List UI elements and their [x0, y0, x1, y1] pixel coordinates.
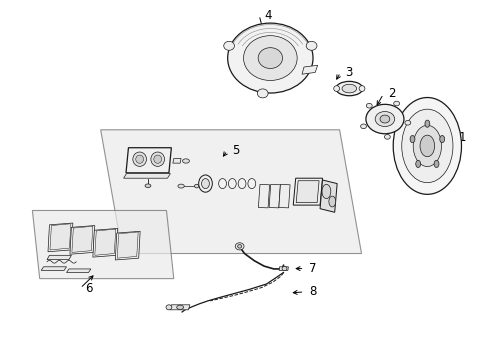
Ellipse shape: [360, 124, 366, 129]
Ellipse shape: [409, 135, 414, 143]
Polygon shape: [296, 181, 319, 203]
Ellipse shape: [392, 98, 461, 194]
Ellipse shape: [366, 103, 371, 108]
Ellipse shape: [335, 81, 362, 96]
Text: 7: 7: [309, 262, 316, 275]
Ellipse shape: [365, 104, 403, 134]
Ellipse shape: [374, 112, 394, 127]
Ellipse shape: [358, 86, 364, 91]
Polygon shape: [268, 184, 280, 208]
Polygon shape: [293, 178, 322, 205]
Polygon shape: [47, 255, 71, 260]
Polygon shape: [70, 226, 95, 254]
Ellipse shape: [165, 305, 171, 310]
Polygon shape: [117, 232, 138, 258]
Ellipse shape: [322, 184, 330, 199]
Ellipse shape: [201, 179, 209, 189]
Polygon shape: [48, 223, 73, 252]
Ellipse shape: [194, 184, 199, 188]
Polygon shape: [278, 184, 289, 208]
Polygon shape: [50, 224, 71, 250]
Ellipse shape: [379, 115, 389, 123]
Ellipse shape: [401, 109, 452, 183]
Polygon shape: [169, 305, 189, 310]
Polygon shape: [32, 211, 173, 279]
Ellipse shape: [182, 159, 189, 163]
Polygon shape: [302, 65, 317, 74]
Ellipse shape: [247, 179, 255, 189]
Ellipse shape: [341, 84, 356, 93]
Ellipse shape: [243, 36, 297, 81]
Ellipse shape: [133, 152, 146, 166]
Polygon shape: [320, 180, 336, 212]
Polygon shape: [172, 158, 181, 163]
Ellipse shape: [439, 135, 444, 143]
Polygon shape: [279, 267, 288, 270]
Ellipse shape: [198, 175, 212, 192]
Ellipse shape: [258, 48, 282, 68]
Ellipse shape: [237, 244, 241, 248]
Ellipse shape: [419, 135, 434, 157]
Polygon shape: [101, 130, 361, 253]
Polygon shape: [115, 231, 140, 260]
Ellipse shape: [424, 120, 429, 127]
Ellipse shape: [415, 160, 420, 167]
Polygon shape: [41, 267, 66, 270]
Ellipse shape: [178, 184, 184, 188]
Ellipse shape: [257, 89, 267, 98]
Polygon shape: [93, 228, 118, 257]
Ellipse shape: [412, 125, 441, 167]
Polygon shape: [123, 174, 170, 178]
Polygon shape: [95, 229, 116, 255]
Polygon shape: [258, 184, 269, 208]
Ellipse shape: [227, 23, 312, 93]
Ellipse shape: [238, 179, 245, 189]
Text: 6: 6: [85, 282, 92, 295]
Ellipse shape: [433, 160, 438, 167]
Text: 8: 8: [309, 285, 316, 298]
Ellipse shape: [136, 155, 143, 163]
Polygon shape: [126, 148, 171, 173]
Ellipse shape: [154, 155, 161, 163]
Ellipse shape: [384, 135, 389, 139]
Ellipse shape: [176, 305, 183, 310]
Ellipse shape: [328, 196, 335, 207]
Text: 4: 4: [264, 9, 271, 22]
Text: 1: 1: [458, 131, 466, 144]
Polygon shape: [72, 226, 93, 252]
Ellipse shape: [218, 179, 226, 189]
Ellipse shape: [224, 41, 234, 50]
Polygon shape: [66, 269, 91, 273]
Text: 2: 2: [387, 87, 395, 100]
Ellipse shape: [145, 184, 151, 188]
Ellipse shape: [235, 243, 244, 250]
Ellipse shape: [305, 41, 316, 50]
Ellipse shape: [333, 86, 339, 91]
Ellipse shape: [404, 121, 410, 125]
Ellipse shape: [151, 152, 164, 166]
Text: 3: 3: [345, 66, 352, 79]
Ellipse shape: [228, 179, 236, 189]
Ellipse shape: [393, 101, 399, 106]
Text: 5: 5: [232, 144, 239, 157]
Ellipse shape: [282, 266, 286, 271]
